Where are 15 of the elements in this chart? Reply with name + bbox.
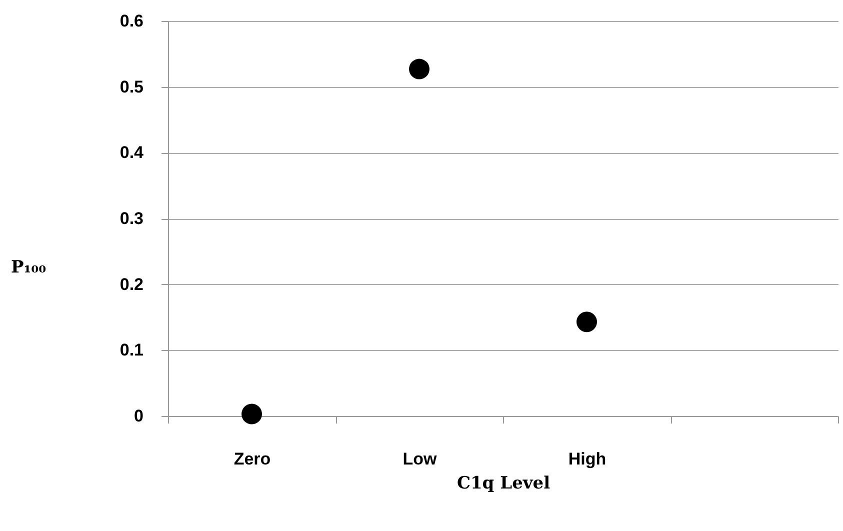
point [576, 312, 597, 332]
y-tick-label: 0 [134, 406, 144, 426]
y-tick-label: 0.3 [120, 209, 144, 228]
y-tick-label: 0.4 [120, 143, 144, 162]
point [409, 58, 430, 80]
x-axis-title: C1q Level [456, 474, 551, 494]
y-tick-label: 0.2 [120, 274, 144, 294]
point [242, 404, 262, 424]
y-axis-title: P₁₀₀ [10, 258, 46, 278]
x-tick-label: Low [402, 450, 438, 468]
y-tick-label: 0.1 [120, 340, 144, 360]
x-tick-label: High [568, 450, 606, 468]
y-tick-label: 0.5 [120, 77, 144, 96]
x-tick-label: Zero [234, 450, 271, 468]
y-tick-label: 0.6 [120, 12, 144, 30]
